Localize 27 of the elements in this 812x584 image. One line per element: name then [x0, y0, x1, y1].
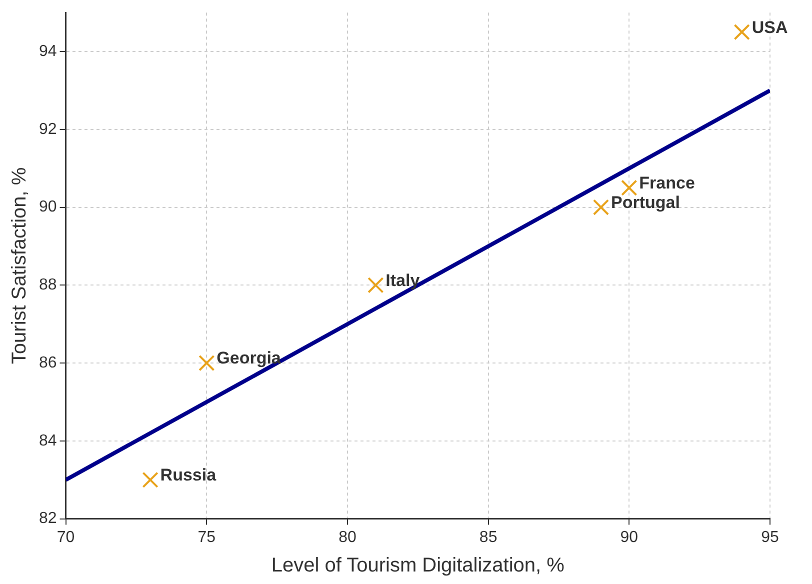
y-tick-label: 90	[39, 198, 57, 216]
y-tick-label: 82	[39, 510, 57, 528]
annotation: USA	[752, 18, 788, 37]
y-tick-label: 94	[39, 42, 57, 60]
x-tick-label: 85	[479, 528, 498, 546]
x-tick-label: 90	[620, 528, 638, 546]
x-tick-label: 75	[198, 528, 216, 546]
point	[368, 277, 384, 294]
annotation: Georgia	[216, 348, 282, 368]
annotation: Italy	[386, 270, 420, 290]
y-tick-label: 88	[39, 276, 57, 294]
annotation: France	[639, 174, 695, 193]
annotation: Portugal	[610, 192, 680, 212]
x-tick-label: 95	[761, 528, 779, 546]
point	[592, 199, 610, 216]
point	[621, 180, 638, 196]
point	[198, 354, 215, 372]
x-tick-label: 80	[338, 528, 356, 546]
annotation: Russia	[160, 466, 217, 485]
x-tick-label: 70	[56, 528, 75, 546]
point	[734, 24, 750, 40]
point	[142, 472, 158, 488]
y-tick-label: 86	[39, 354, 57, 372]
y-tick-label: 92	[39, 120, 57, 138]
y-axis-title: Tourist Satisfaction, %	[8, 167, 31, 364]
x-axis-title: Level of Tourism Digitalization, %	[271, 554, 565, 577]
y-tick-label: 84	[39, 432, 57, 450]
